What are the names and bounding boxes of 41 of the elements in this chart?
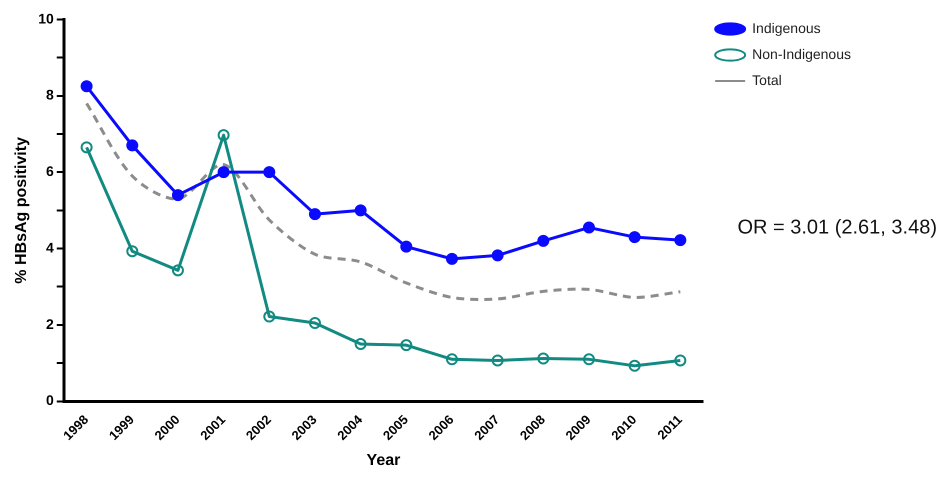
y-tick-label: 8 bbox=[46, 86, 54, 103]
point bbox=[308, 317, 321, 330]
point bbox=[263, 310, 276, 323]
point bbox=[126, 245, 138, 258]
line-series bbox=[85, 102, 682, 301]
y-tick-label: 2 bbox=[46, 316, 54, 332]
y-tick-label: 10 bbox=[38, 10, 54, 26]
point bbox=[446, 252, 458, 265]
point bbox=[218, 129, 230, 142]
x-axis-title: Year bbox=[366, 452, 400, 469]
point bbox=[218, 166, 230, 178]
point bbox=[80, 141, 93, 154]
point bbox=[582, 222, 595, 234]
point bbox=[628, 360, 641, 372]
point bbox=[582, 353, 595, 366]
point bbox=[308, 208, 321, 220]
point bbox=[446, 353, 458, 366]
point bbox=[537, 234, 550, 247]
point bbox=[172, 189, 184, 202]
point bbox=[263, 166, 276, 178]
point bbox=[492, 354, 504, 366]
point bbox=[628, 231, 641, 244]
legend-label: Non-Indigenous bbox=[752, 46, 852, 62]
point bbox=[172, 264, 184, 276]
point bbox=[537, 352, 550, 365]
point bbox=[400, 339, 412, 352]
point bbox=[80, 80, 93, 92]
point bbox=[674, 354, 686, 366]
point bbox=[492, 249, 504, 262]
point bbox=[400, 240, 412, 253]
point bbox=[126, 139, 138, 152]
y-axis-title: % HBsAg positivity bbox=[13, 136, 30, 284]
point bbox=[354, 204, 367, 216]
y-tick-label: 4 bbox=[46, 239, 54, 256]
legend-label: Total bbox=[752, 72, 782, 88]
point bbox=[674, 234, 686, 246]
y-tick-label: 6 bbox=[46, 163, 54, 180]
y-tick-label: 0 bbox=[46, 392, 54, 408]
text: OR = 3.01 (2.61, 3.48) bbox=[737, 216, 937, 239]
point bbox=[354, 338, 367, 350]
legend-label: Indigenous bbox=[752, 20, 821, 36]
